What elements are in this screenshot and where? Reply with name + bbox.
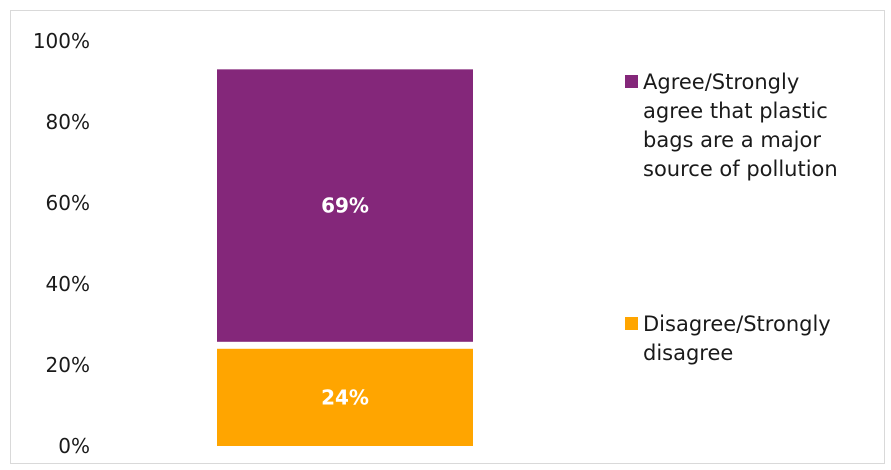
legend-label-line: agree that plastic	[643, 99, 828, 123]
legend-swatch	[625, 317, 638, 330]
y-tick-label: 80%	[46, 110, 90, 134]
bar-data-label: 69%	[321, 194, 369, 218]
legend-label-line: Disagree/Strongly	[643, 312, 831, 336]
y-tick-label: 100%	[33, 29, 90, 53]
legend-label-line: bags are a major	[643, 128, 821, 152]
legend-label-line: source of pollution	[643, 157, 838, 181]
legend-label-line: Agree/Strongly	[643, 70, 799, 94]
legend: Agree/Strongly agree that plastic bags are…	[625, 70, 838, 365]
y-tick-label: 40%	[46, 272, 90, 296]
legend-label-line: disagree	[643, 341, 733, 365]
bar-segment	[217, 69, 473, 342]
legend-swatch	[625, 75, 638, 88]
bar-data-label: 24%	[321, 385, 369, 409]
y-axis: 0% 20% 40% 60% 80% 100%	[33, 29, 90, 458]
bar-segment	[217, 348, 473, 446]
y-tick-label: 20%	[46, 353, 90, 377]
y-tick-label: 0%	[58, 434, 90, 458]
bars: 24% 69%	[217, 69, 473, 446]
y-tick-label: 60%	[46, 191, 90, 215]
